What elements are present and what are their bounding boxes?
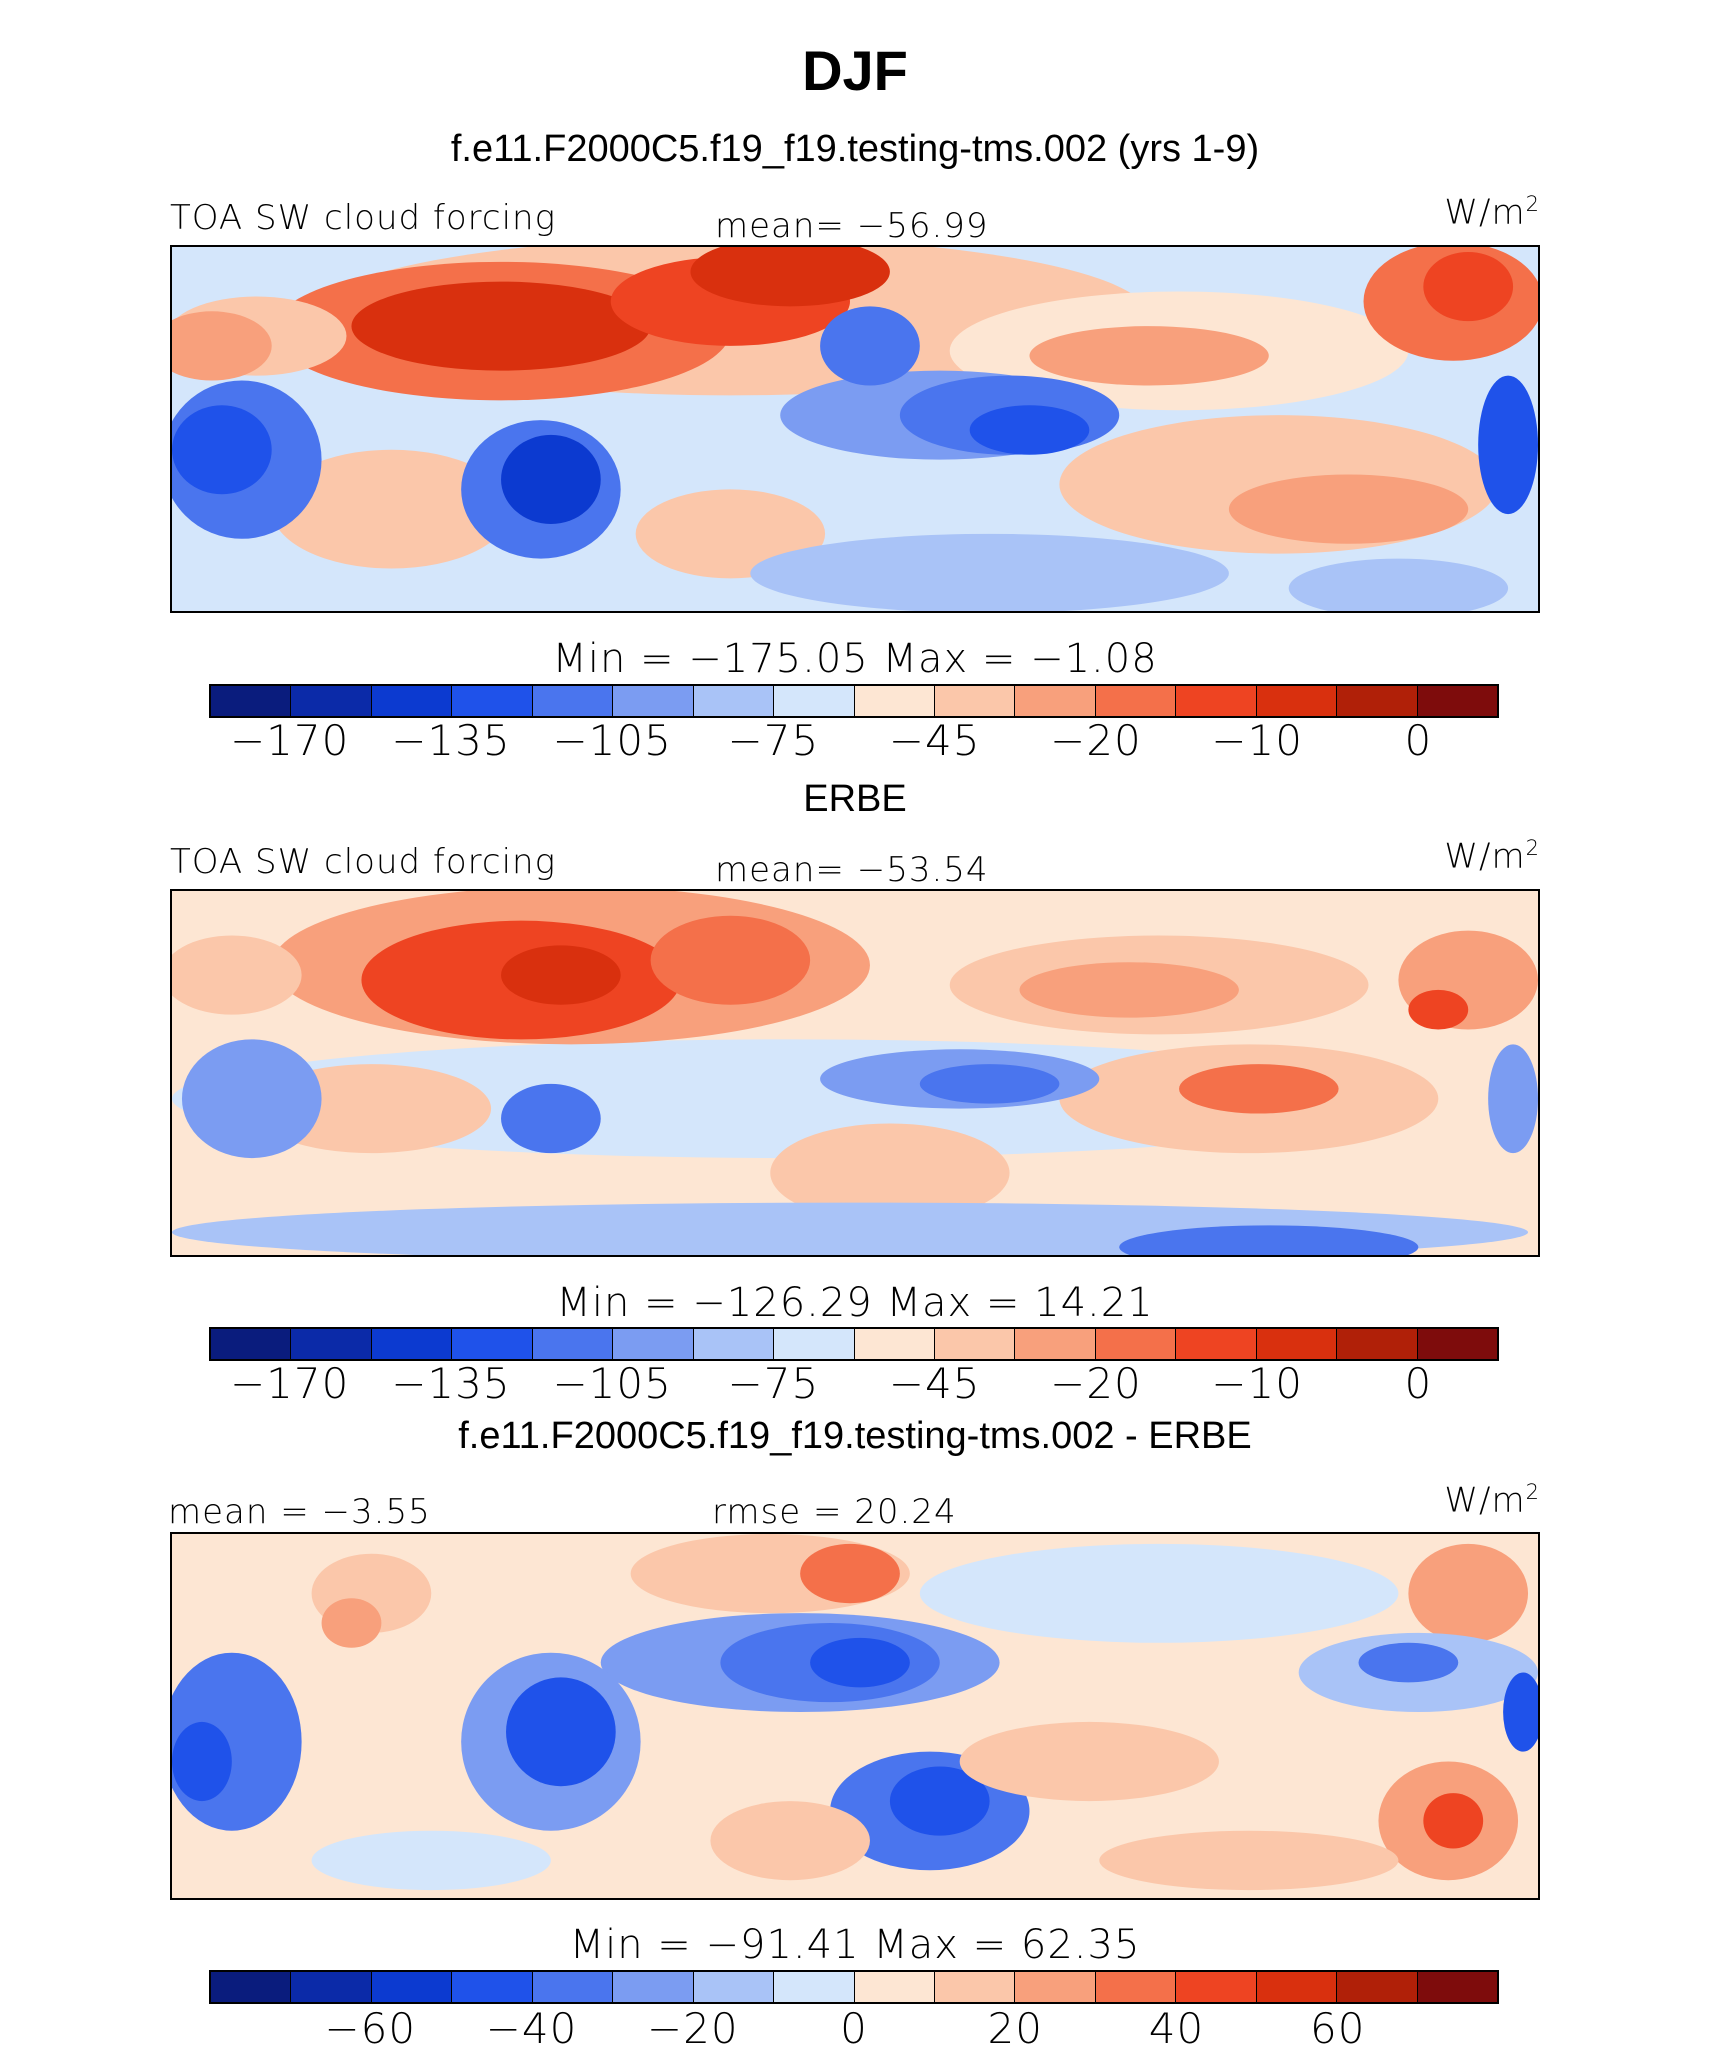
colorbar-swatch [291,686,372,716]
panel1-colorbar [209,684,1499,718]
colorbar-swatch [532,1972,614,2002]
colorbar-swatch [371,1329,453,1359]
colorbar-swatch [693,686,775,716]
colorbar-swatch [1256,686,1338,716]
colorbar-tick-label: 0 [840,2004,868,2053]
colorbar-tick-label: −40 [485,2004,578,2053]
panel2-min-max: Min = −126.29 Max = 14.21 [556,1280,1154,1326]
colorbar-swatch [1095,1972,1177,2002]
colorbar-tick-label: −20 [1050,716,1142,765]
panel2-colorbar [209,1327,1499,1361]
colorbar-swatch [452,1329,533,1359]
colorbar-swatch [1256,1972,1338,2002]
colorbar-swatch [854,1972,935,2002]
colorbar-tick-label: −20 [1050,1359,1142,1408]
colorbar-swatch [1015,1972,1096,2002]
colorbar-swatch [532,686,614,716]
colorbar-swatch [291,1329,372,1359]
panel3-units: W/m2 [1444,1480,1540,1521]
colorbar-swatch [291,1972,372,2002]
colorbar-swatch [1176,1972,1257,2002]
colorbar-swatch [854,1329,935,1359]
panel3-map [170,1532,1540,1900]
panel2-units: W/m2 [1444,836,1540,877]
colorbar-swatch [693,1329,775,1359]
colorbar-swatch [371,1972,453,2002]
colorbar-swatch [211,1329,292,1359]
colorbar-tick-label: −60 [324,2004,417,2053]
colorbar-swatch [532,1329,614,1359]
panel1-center-label: mean= −56.99 [715,206,989,246]
colorbar-tick-label: −20 [646,2004,739,2053]
colorbar-tick-label: −135 [391,1359,511,1408]
colorbar-tick-label: 40 [1148,2004,1205,2053]
colorbar-swatch [613,1329,694,1359]
colorbar-tick-label: −105 [552,1359,672,1408]
colorbar-swatch [934,1972,1016,2002]
colorbar-swatch [452,686,533,716]
colorbar-tick-label: −75 [727,716,820,765]
colorbar-swatch [1417,1972,1497,2002]
colorbar-swatch [1176,1329,1257,1359]
panel2-map [170,889,1540,1257]
colorbar-swatch [693,1972,775,2002]
colorbar-tick-label: 0 [1404,716,1433,765]
colorbar-tick-label: −170 [229,1359,350,1408]
colorbar-swatch [1176,686,1257,716]
colorbar-tick-label: −45 [888,1359,981,1408]
colorbar-swatch [613,686,694,716]
panel3-subtitle: f.e11.F2000C5.f19_f19.testing-tms.002 - … [458,1415,1252,1457]
panel1-min-max: Min = −175.05 Max = −1.08 [552,636,1158,682]
panel1-map [170,245,1540,613]
colorbar-tick-label: 60 [1310,2004,1366,2053]
panel1-left-label: TOA SW cloud forcing [170,198,556,238]
colorbar-swatch [1337,1972,1418,2002]
colorbar-swatch [452,1972,533,2002]
colorbar-tick-label: −45 [888,716,981,765]
panel1-subtitle: f.e11.F2000C5.f19_f19.testing-tms.002 (y… [450,128,1260,170]
colorbar-swatch [774,1329,855,1359]
panel3-min-max: Min = −91.41 Max = 62.35 [569,1922,1141,1968]
colorbar-swatch [1417,686,1497,716]
colorbar-tick-label: −10 [1211,1359,1303,1408]
colorbar-swatch [211,1972,292,2002]
colorbar-swatch [1015,686,1096,716]
colorbar-swatch [1337,686,1418,716]
colorbar-swatch [1095,686,1177,716]
colorbar-swatch [854,686,935,716]
colorbar-tick-label: 20 [987,2004,1043,2053]
panel2-left-label: TOA SW cloud forcing [170,842,556,882]
colorbar-swatch [1095,1329,1177,1359]
colorbar-tick-label: −75 [727,1359,820,1408]
colorbar-tick-label: −105 [552,716,672,765]
panel3-colorbar [209,1970,1499,2004]
panel3-left-label: mean = −3.55 [168,1492,431,1532]
colorbar-swatch [371,686,453,716]
colorbar-swatch [211,686,292,716]
colorbar-swatch [934,686,1016,716]
colorbar-swatch [1256,1329,1338,1359]
colorbar-tick-label: 0 [1404,1359,1433,1408]
main-title: DJF [802,39,908,102]
colorbar-tick-label: −135 [391,716,511,765]
panel2-subtitle: ERBE [803,778,907,820]
panel2-center-label: mean= −53.54 [715,850,989,890]
colorbar-swatch [774,1972,855,2002]
colorbar-tick-label: −10 [1211,716,1303,765]
panel3-center-label: rmse = 20.24 [712,1492,957,1532]
colorbar-swatch [1417,1329,1497,1359]
colorbar-swatch [774,686,855,716]
colorbar-swatch [613,1972,694,2002]
panel1-units: W/m2 [1444,192,1540,233]
colorbar-swatch [1337,1329,1418,1359]
colorbar-swatch [1015,1329,1096,1359]
colorbar-tick-label: −170 [229,716,350,765]
colorbar-swatch [934,1329,1016,1359]
